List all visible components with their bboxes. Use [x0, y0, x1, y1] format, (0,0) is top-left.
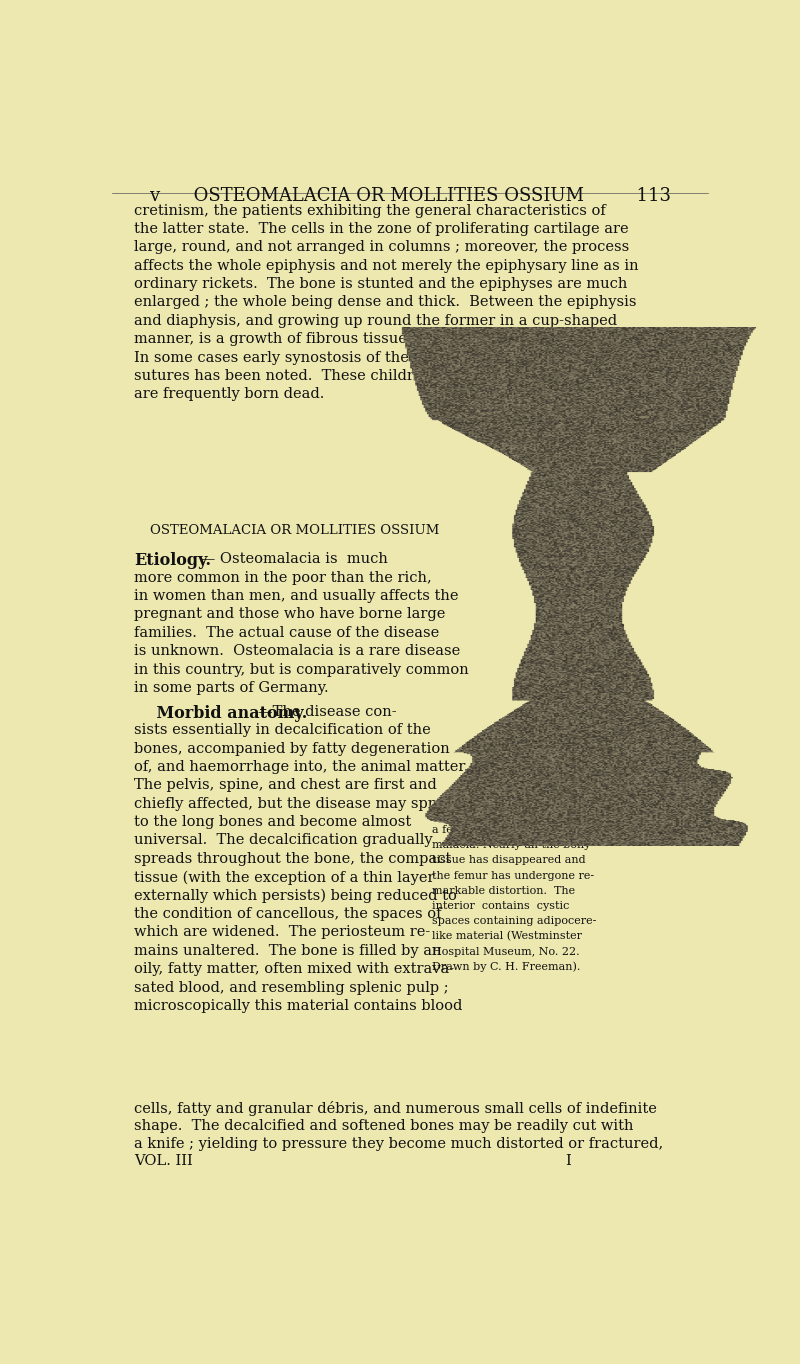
Text: sutures has been noted.  These children: sutures has been noted. These children — [134, 370, 432, 383]
Text: more common in the poor than the rich,: more common in the poor than the rich, — [134, 570, 432, 585]
Text: like material (Westminster: like material (Westminster — [432, 932, 582, 941]
Text: In some cases early synostosis of the basilar: In some cases early synostosis of the ba… — [134, 351, 464, 364]
Text: the femur has undergone re-: the femur has undergone re- — [432, 870, 594, 881]
Text: markable distortion.  The: markable distortion. The — [432, 885, 575, 896]
Text: Etiology.: Etiology. — [134, 552, 211, 569]
Text: of, and haemorrhage into, the animal matter.: of, and haemorrhage into, the animal mat… — [134, 760, 469, 773]
Text: VOL. III: VOL. III — [134, 1154, 193, 1168]
Text: oily, fatty matter, often mixed with extrava-: oily, fatty matter, often mixed with ext… — [134, 962, 454, 977]
Text: spreads throughout the bone, the compact: spreads throughout the bone, the compact — [134, 852, 451, 866]
Text: Fig. 31.—Longitudinal section of: Fig. 31.—Longitudinal section of — [432, 810, 616, 820]
Text: families.  The actual cause of the disease: families. The actual cause of the diseas… — [134, 626, 439, 640]
Text: v      OSTEOMALACIA OR MOLLITIES OSSIUM       113: v OSTEOMALACIA OR MOLLITIES OSSIUM 113 — [149, 187, 671, 205]
Text: in this country, but is comparatively common: in this country, but is comparatively co… — [134, 663, 469, 677]
Text: which are widened.  The periosteum re-: which are widened. The periosteum re- — [134, 925, 430, 940]
Text: The pelvis, spine, and chest are first and: The pelvis, spine, and chest are first a… — [134, 779, 437, 792]
Text: ordinary rickets.  The bone is stunted and the epiphyses are much: ordinary rickets. The bone is stunted an… — [134, 277, 627, 291]
Text: — Osteomalacia is  much: — Osteomalacia is much — [196, 552, 388, 566]
Text: —The disease con-: —The disease con- — [258, 705, 397, 719]
Text: cretinism, the patients exhibiting the general characteristics of: cretinism, the patients exhibiting the g… — [134, 203, 606, 218]
Text: chiefly affected, but the disease may spread: chiefly affected, but the disease may sp… — [134, 797, 462, 810]
Text: cells, fatty and granular débris, and numerous small cells of indefinite: cells, fatty and granular débris, and nu… — [134, 1101, 657, 1116]
Text: externally which persists) being reduced to: externally which persists) being reduced… — [134, 888, 457, 903]
Text: Morbid anatomy.: Morbid anatomy. — [134, 705, 307, 722]
Text: tissue has disappeared and: tissue has disappeared and — [432, 855, 586, 865]
Text: universal.  The decalcification gradually: universal. The decalcification gradually — [134, 833, 433, 847]
Text: shape.  The decalcified and softened bones may be readily cut with: shape. The decalcified and softened bone… — [134, 1118, 634, 1133]
Text: in women than men, and usually affects the: in women than men, and usually affects t… — [134, 589, 458, 603]
Text: is unknown.  Osteomalacia is a rare disease: is unknown. Osteomalacia is a rare disea… — [134, 644, 460, 659]
Text: to the long bones and become almost: to the long bones and become almost — [134, 816, 411, 829]
Text: are frequently born dead.: are frequently born dead. — [134, 387, 325, 401]
Text: and diaphysis, and growing up round the former in a cup-shaped: and diaphysis, and growing up round the … — [134, 314, 618, 327]
Text: Drawn by C. H. Freeman).: Drawn by C. H. Freeman). — [432, 962, 580, 973]
Text: Hospital Museum, No. 22.: Hospital Museum, No. 22. — [432, 947, 579, 956]
Text: the condition of cancellous, the spaces of: the condition of cancellous, the spaces … — [134, 907, 442, 921]
Text: bones, accompanied by fatty degeneration: bones, accompanied by fatty degeneration — [134, 742, 450, 756]
FancyBboxPatch shape — [100, 164, 720, 1214]
Text: interior  contains  cystic: interior contains cystic — [432, 902, 569, 911]
Text: manner, is a growth of fibrous tissue developed from the periosteum.: manner, is a growth of fibrous tissue de… — [134, 333, 649, 346]
Text: in some parts of Germany.: in some parts of Germany. — [134, 681, 329, 694]
Text: a knife ; yielding to pressure they become much distorted or fractured,: a knife ; yielding to pressure they beco… — [134, 1138, 663, 1151]
Text: a femur affected by osteo-: a femur affected by osteo- — [432, 825, 579, 835]
Text: the latter state.  The cells in the zone of proliferating cartilage are: the latter state. The cells in the zone … — [134, 222, 629, 236]
Text: OSTEOMALACIA OR MOLLITIES OSSIUM: OSTEOMALACIA OR MOLLITIES OSSIUM — [150, 524, 439, 537]
Text: pregnant and those who have borne large: pregnant and those who have borne large — [134, 607, 446, 622]
Text: malacia. Nearly all the bony: malacia. Nearly all the bony — [432, 840, 590, 850]
Text: large, round, and not arranged in columns ; moreover, the process: large, round, and not arranged in column… — [134, 240, 630, 254]
Text: mains unaltered.  The bone is filled by an: mains unaltered. The bone is filled by a… — [134, 944, 442, 958]
Text: spaces containing adipocere-: spaces containing adipocere- — [432, 917, 596, 926]
Text: enlarged ; the whole being dense and thick.  Between the epiphysis: enlarged ; the whole being dense and thi… — [134, 296, 637, 310]
Text: microscopically this material contains blood: microscopically this material contains b… — [134, 998, 462, 1013]
Text: sated blood, and resembling splenic pulp ;: sated blood, and resembling splenic pulp… — [134, 981, 449, 994]
Text: sists essentially in decalcification of the: sists essentially in decalcification of … — [134, 723, 431, 737]
Text: tissue (with the exception of a thin layer: tissue (with the exception of a thin lay… — [134, 870, 434, 885]
Text: affects the whole epiphysis and not merely the epiphysary line as in: affects the whole epiphysis and not mere… — [134, 259, 638, 273]
Text: I: I — [565, 1154, 570, 1168]
